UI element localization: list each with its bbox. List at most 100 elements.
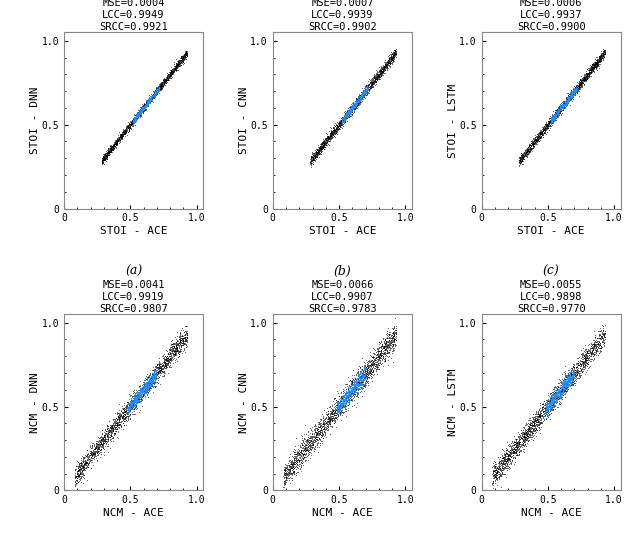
Point	[108, 142, 118, 150]
Point	[163, 361, 173, 370]
Point	[573, 81, 584, 90]
Point	[166, 73, 176, 82]
Point	[564, 372, 574, 381]
Point	[284, 467, 294, 475]
Point	[568, 88, 578, 97]
Point	[572, 369, 582, 377]
Point	[337, 117, 347, 126]
Point	[543, 395, 554, 403]
Point	[110, 414, 120, 423]
Point	[115, 134, 125, 143]
Point	[118, 400, 129, 409]
Point	[352, 97, 362, 106]
Point	[388, 53, 398, 61]
Point	[296, 447, 307, 456]
Point	[179, 52, 189, 61]
Point	[508, 447, 518, 456]
Point	[568, 368, 579, 376]
Point	[542, 399, 552, 408]
Point	[101, 427, 111, 436]
Point	[568, 372, 579, 381]
Point	[156, 366, 166, 375]
Point	[72, 457, 82, 465]
Point	[115, 411, 125, 420]
Point	[589, 61, 599, 70]
Point	[548, 396, 558, 405]
Point	[280, 471, 291, 479]
Point	[307, 434, 317, 443]
Point	[88, 440, 99, 448]
Point	[335, 118, 346, 126]
Point	[172, 64, 182, 73]
Point	[116, 411, 127, 420]
Point	[366, 361, 376, 369]
Point	[534, 129, 545, 137]
Point	[344, 112, 355, 121]
Point	[145, 379, 156, 388]
Point	[280, 476, 290, 485]
Point	[333, 410, 344, 418]
Point	[596, 344, 606, 353]
Point	[112, 137, 122, 146]
Point	[289, 468, 300, 477]
Point	[556, 103, 566, 112]
Point	[149, 364, 159, 373]
Point	[554, 108, 564, 116]
Point	[589, 60, 599, 69]
Point	[552, 389, 563, 398]
Point	[151, 87, 161, 96]
Point	[154, 82, 164, 91]
Point	[546, 113, 556, 122]
Point	[148, 92, 159, 100]
Point	[376, 66, 386, 74]
Point	[346, 106, 356, 114]
Point	[168, 350, 179, 358]
Point	[356, 373, 366, 382]
Point	[109, 429, 120, 437]
Point	[353, 380, 364, 389]
Point	[86, 444, 96, 452]
Point	[116, 134, 126, 142]
Point	[591, 340, 601, 348]
Point	[367, 80, 378, 89]
Point	[532, 132, 543, 141]
Point	[583, 347, 593, 355]
Point	[134, 109, 144, 118]
Point	[175, 330, 186, 338]
Point	[171, 62, 181, 71]
Point	[551, 109, 561, 118]
Point	[548, 405, 558, 413]
Point	[525, 417, 535, 426]
Point	[140, 380, 150, 389]
Point	[385, 345, 395, 354]
Point	[559, 103, 569, 112]
Point	[585, 68, 595, 77]
Point	[576, 76, 586, 85]
Point	[547, 114, 557, 123]
Point	[129, 118, 139, 126]
Point	[346, 107, 356, 116]
Point	[77, 460, 87, 468]
Point	[111, 418, 121, 427]
Point	[146, 96, 156, 105]
Point	[126, 119, 136, 127]
Point	[516, 154, 526, 163]
Point	[559, 100, 570, 109]
Point	[342, 388, 352, 396]
Point	[552, 108, 562, 116]
Point	[284, 476, 294, 485]
Point	[538, 123, 548, 132]
Point	[346, 376, 356, 385]
Point	[379, 344, 389, 353]
Point	[568, 370, 578, 379]
Point	[333, 404, 343, 412]
Point	[390, 326, 401, 334]
Point	[378, 66, 388, 75]
Point	[495, 466, 506, 474]
Point	[359, 89, 369, 98]
Point	[353, 97, 363, 106]
Point	[297, 456, 307, 465]
Point	[552, 396, 562, 405]
Point	[530, 414, 540, 423]
Point	[564, 370, 575, 379]
